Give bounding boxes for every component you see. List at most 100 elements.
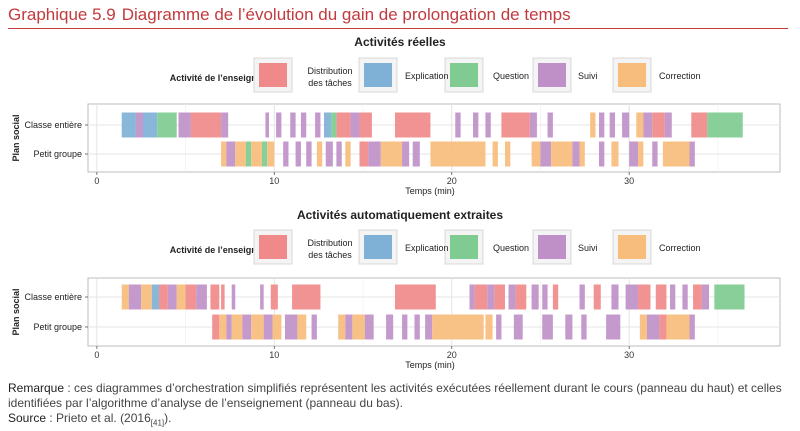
legend-label-ques: Question <box>493 71 529 81</box>
row-label: Petit groupe <box>33 322 82 332</box>
x-tick-label: 10 <box>269 176 279 186</box>
timeline-segment-ques <box>611 284 619 310</box>
timeline-segment-ques <box>283 141 289 167</box>
remark-label: Remarque <box>8 381 65 395</box>
timeline-segment-suiv <box>531 141 541 167</box>
source-label: Source <box>8 411 47 425</box>
timeline-segment-ques <box>701 284 710 310</box>
timeline-segment-suiv <box>176 284 186 310</box>
timeline-segment-suiv <box>666 314 690 340</box>
x-tick-label: 20 <box>447 350 457 360</box>
legend-swatch-corr <box>259 235 287 259</box>
timeline-segment-suiv <box>611 141 619 167</box>
timeline-segment-corr <box>494 284 505 310</box>
timeline-segment-corr <box>336 112 351 138</box>
timeline-segment-ques <box>231 284 236 310</box>
x-tick-label: 20 <box>447 176 457 186</box>
timeline-segment-expl <box>245 141 252 167</box>
timeline-segment-ques <box>311 314 317 340</box>
timeline-segment-suiv <box>551 141 573 167</box>
timeline-segment-ques <box>599 112 605 138</box>
row-label: Classe entière <box>24 292 82 302</box>
legend-swatch-suiv <box>618 235 646 259</box>
timeline-segment-suiv <box>272 314 282 340</box>
timeline-segment-ques <box>508 284 516 310</box>
timeline-segment-ques <box>485 112 491 138</box>
figure-number: Graphique 5.9 <box>8 5 116 24</box>
timeline-segment-suiv <box>141 284 152 310</box>
timeline-segment-suiv <box>639 314 647 340</box>
timeline-segment-expl <box>331 112 337 138</box>
timeline-segment-ques <box>652 141 658 167</box>
timeline-segment-corr <box>638 284 651 310</box>
timeline-segment-ques <box>412 141 420 167</box>
timeline-segment-suiv <box>662 141 690 167</box>
timeline-segment-ques <box>643 112 653 138</box>
x-tick-label: 0 <box>94 176 99 186</box>
timeline-segment-corr <box>552 284 559 310</box>
timeline-segment-corr <box>359 141 369 167</box>
x-axis-label: Temps (min) <box>405 186 455 196</box>
timeline-segment-ques <box>306 141 312 167</box>
timeline-segment-ques <box>386 314 394 340</box>
timeline-segment-corr <box>652 112 665 138</box>
remark-text: : ces diagrammes d’orchestration simplif… <box>8 381 782 410</box>
legend-label-dist-line2: des tâches <box>308 78 352 88</box>
timeline-segment-ques <box>414 314 420 340</box>
timeline-segment-ques <box>469 284 475 310</box>
timeline-segment-ques <box>609 112 615 138</box>
timeline-segment-corr <box>210 284 220 310</box>
timeline-segment-ques <box>315 112 321 138</box>
timeline-segment-corr <box>292 284 321 310</box>
timeline-segment-suiv <box>636 112 644 138</box>
timeline-segment-suiv <box>638 141 644 167</box>
timeline-segment-ques <box>196 284 207 310</box>
x-axis-label: Temps (min) <box>405 360 455 370</box>
timeline-segment-ques <box>581 314 587 340</box>
timeline-segment-ques <box>425 314 433 340</box>
timeline-segment-corr <box>221 284 225 310</box>
legend-swatch-dist <box>364 235 392 259</box>
timeline-segment-ques <box>276 112 282 138</box>
timeline-segment-ques <box>529 112 537 138</box>
legend-label-dist-line2: des tâches <box>308 250 352 260</box>
timeline-segment-ques <box>242 314 252 340</box>
timeline-segment-corr <box>691 112 708 138</box>
timeline-segment-suiv <box>316 141 323 167</box>
timeline-segment-suiv <box>430 141 486 167</box>
timeline-segment-ques <box>350 112 360 138</box>
legend-label-suiv: Suivi <box>578 71 598 81</box>
timeline-segment-ques <box>646 314 660 340</box>
timeline-segment-ques <box>547 112 553 138</box>
timeline-segment-suiv <box>121 284 129 310</box>
timeline-segment-ques <box>128 284 142 310</box>
timeline-segment-corr <box>515 284 527 310</box>
timeline-segment-ques <box>455 112 461 138</box>
y-axis-label: Plan social <box>11 288 21 335</box>
timeline-segment-expl <box>157 112 177 138</box>
legend-title: Activité de l’enseignant <box>170 245 271 255</box>
legend-swatch-suiv <box>618 63 646 87</box>
timeline-segment-ques <box>135 112 144 138</box>
timeline-segment-ques <box>572 141 580 167</box>
timeline-segment-ques <box>178 112 191 138</box>
timeline-segment-ques <box>542 284 548 310</box>
y-axis-label: Plan social <box>11 114 21 161</box>
timeline-segment-expl <box>707 112 743 138</box>
legend-swatch-expl <box>450 63 478 87</box>
timeline-segment-ques <box>664 112 672 138</box>
timeline-segment-ques <box>625 284 639 310</box>
timeline-segment-ques <box>579 284 585 310</box>
legend-title: Activité de l’enseignant <box>170 73 271 83</box>
timeline-segment-suiv <box>345 141 351 167</box>
timeline-segment-ques <box>226 314 232 340</box>
row-label: Classe entière <box>24 120 82 130</box>
timeline-segment-corr <box>474 284 488 310</box>
source-ref: [41] <box>150 418 165 428</box>
timeline-segment-ques <box>473 112 479 138</box>
figure-title-text: Diagramme de l’évolution du gain de prol… <box>121 5 571 24</box>
timeline-segment-ques <box>487 284 495 310</box>
timeline-segment-ques <box>364 314 374 340</box>
timeline-segment-expl <box>714 284 745 310</box>
timeline-segment-ques <box>540 141 552 167</box>
